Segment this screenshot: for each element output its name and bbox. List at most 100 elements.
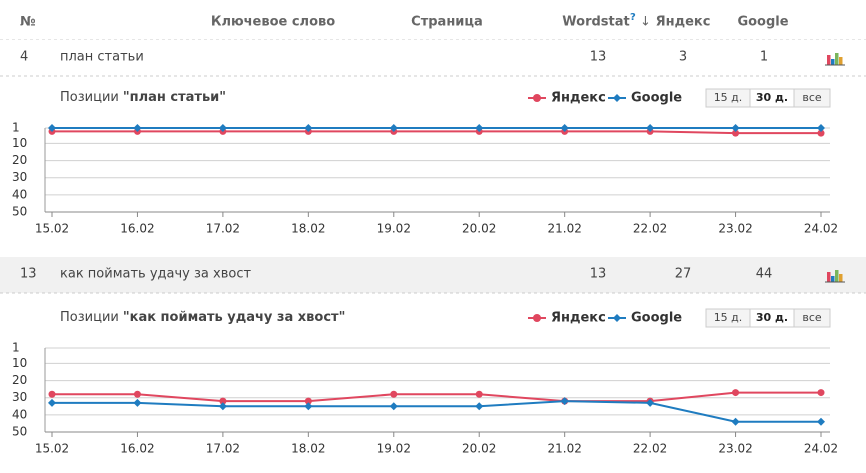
sort-arrow: ↓ (640, 15, 651, 30)
point (646, 124, 655, 132)
point (817, 124, 825, 132)
col-google[interactable]: Google (737, 15, 788, 30)
row-bg (0, 40, 866, 76)
period-label[interactable]: 15 д. (714, 311, 743, 324)
point (731, 124, 740, 132)
point (304, 402, 313, 411)
help-icon[interactable]: ? (630, 12, 636, 23)
chart-icon[interactable] (825, 270, 845, 283)
point (219, 397, 227, 405)
x-tick-label: 19.02 (377, 222, 411, 236)
legend-label: Яндекс (551, 91, 606, 106)
point (732, 129, 740, 137)
period-button[interactable] (793, 88, 831, 108)
title-keyword: "план статьи" (123, 90, 226, 105)
y-tick-label: 10 (12, 136, 27, 150)
x-tick-label: 23.02 (718, 222, 752, 236)
chart-icon[interactable] (825, 53, 845, 66)
period-label[interactable]: все (802, 311, 822, 324)
x-tick-label: 15.02 (35, 442, 69, 456)
legend-marker (533, 94, 541, 102)
point (133, 390, 141, 398)
point (817, 417, 825, 426)
y-tick-label: 30 (12, 170, 27, 184)
col-keyword[interactable]: Ключевое слово (211, 15, 335, 30)
period-label[interactable]: 30 д. (756, 91, 788, 104)
col-num: № (20, 15, 36, 30)
period-label[interactable]: 15 д. (714, 91, 743, 104)
point (133, 398, 142, 407)
row-num: 13 (20, 267, 37, 282)
x-tick-label: 23.02 (718, 442, 752, 456)
point (731, 417, 740, 426)
icon-bar (831, 276, 835, 282)
title-prefix: Позиции (60, 310, 119, 325)
series-line (52, 400, 821, 423)
point (218, 124, 227, 132)
y-tick-label: 20 (12, 373, 27, 387)
y-tick-label: 50 (12, 205, 27, 219)
yandex-pos: 3 (679, 50, 687, 65)
point (48, 398, 56, 407)
y-tick-label: 1 (12, 121, 20, 135)
y-tick-label: 30 (12, 390, 27, 404)
period-label[interactable]: все (802, 91, 822, 104)
x-tick-label: 22.02 (633, 222, 667, 236)
legend-marker (533, 314, 541, 322)
google-pos: 1 (760, 50, 768, 65)
x-tick-label: 22.02 (633, 442, 667, 456)
point (817, 129, 825, 137)
wordstat: 13 (590, 267, 607, 282)
point (304, 397, 312, 405)
col-yandex[interactable]: Яндекс (656, 15, 711, 30)
y-tick-label: 20 (12, 153, 27, 167)
row-keyword: план статьи (60, 50, 144, 65)
point (817, 389, 825, 397)
legend-label: Google (631, 91, 682, 106)
icon-bar (831, 59, 835, 65)
x-tick-label: 19.02 (377, 442, 411, 456)
row-bg (0, 257, 866, 293)
point (475, 402, 484, 411)
y-tick-label: 40 (12, 187, 27, 201)
point (48, 390, 56, 398)
x-tick-label: 18.02 (291, 442, 325, 456)
point (389, 124, 398, 132)
row-keyword: как поймать удачу за хвост (60, 267, 251, 282)
chart-title: Позиции "как поймать удачу за хвост" (60, 310, 345, 325)
title-keyword: "как поймать удачу за хвост" (123, 310, 346, 325)
legend-label: Яндекс (551, 311, 606, 326)
icon-bar (827, 272, 831, 282)
x-tick-label: 17.02 (206, 442, 240, 456)
wordstat: 13 (590, 50, 607, 65)
period-label[interactable]: 30 д. (756, 311, 788, 324)
point (390, 390, 398, 398)
series-line (52, 130, 821, 135)
point (304, 124, 313, 132)
point (560, 397, 569, 406)
row-num: 4 (20, 50, 28, 65)
col-page[interactable]: Страница (411, 15, 483, 30)
point (133, 124, 142, 132)
icon-bar (835, 53, 839, 65)
col-wordstat[interactable]: Wordstat (562, 15, 629, 30)
yandex-pos: 27 (675, 267, 692, 282)
x-tick-label: 20.02 (462, 442, 496, 456)
point (475, 390, 483, 398)
point (560, 124, 569, 132)
series-line (52, 391, 821, 403)
point (646, 398, 655, 407)
legend-marker (613, 94, 621, 102)
google-pos: 44 (756, 267, 773, 282)
icon-bar (827, 55, 831, 65)
period-button[interactable] (793, 308, 831, 328)
x-tick-label: 16.02 (120, 222, 154, 236)
x-tick-label: 17.02 (206, 222, 240, 236)
legend-marker (613, 314, 621, 322)
y-tick-label: 40 (12, 407, 27, 421)
y-tick-label: 1 (12, 341, 20, 355)
y-tick-label: 10 (12, 356, 27, 370)
point (218, 402, 227, 411)
point (389, 402, 398, 411)
